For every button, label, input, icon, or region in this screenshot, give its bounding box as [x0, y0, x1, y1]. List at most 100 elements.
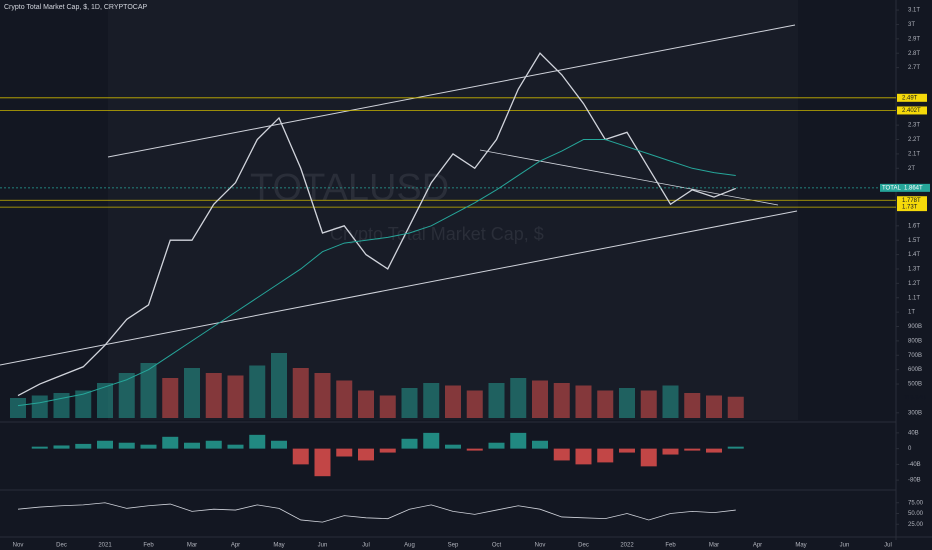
x-tick-label: Apr	[231, 543, 240, 549]
x-tick-label: Mar	[709, 543, 719, 549]
macd-bar	[53, 445, 70, 449]
macd-bar	[466, 448, 483, 451]
highlight-zone	[108, 0, 798, 420]
volume-bar	[532, 380, 548, 418]
x-tick-label: 2021	[98, 543, 112, 549]
volume-bar	[162, 378, 179, 418]
volume-bar	[662, 385, 679, 418]
y-tick-label: 700B	[908, 353, 922, 359]
volume-bar	[118, 373, 135, 418]
channel-line	[0, 210, 798, 366]
volume-bar	[466, 390, 483, 418]
last-price-tag	[880, 183, 930, 192]
y-tick-label: 1T	[908, 310, 915, 316]
y-tick-label: 1.5T	[908, 238, 920, 244]
volume-bar	[75, 390, 92, 418]
price-line	[17, 52, 736, 397]
y-tick-label: 2.1T	[908, 151, 920, 157]
x-tick-label: Nov	[13, 543, 24, 549]
x-tick-label: Dec	[56, 543, 67, 549]
x-tick-label: Mar	[187, 543, 197, 549]
x-tick-label: Jun	[840, 543, 850, 549]
volume-bar	[249, 365, 266, 418]
volume-bar	[10, 398, 26, 418]
macd-bar	[619, 448, 635, 453]
macd-bar	[706, 448, 722, 453]
level-tag	[897, 106, 927, 115]
y-tick-label: 1.3T	[908, 267, 920, 273]
y-tick-label: 2.9T	[908, 36, 920, 42]
macd-bar	[75, 443, 92, 449]
y-tick-label: 3.1T	[908, 8, 920, 14]
x-tick-label: Sep	[448, 543, 459, 549]
macd-bar	[184, 442, 200, 449]
level-tag	[897, 196, 927, 205]
macd-bar	[640, 448, 657, 467]
macd-bar	[271, 440, 287, 449]
macd-bar	[249, 434, 266, 449]
macd-bar	[140, 444, 157, 449]
level-label: 2.402T	[902, 108, 921, 114]
volume-bar	[292, 368, 309, 418]
x-tick-label: Jul	[362, 543, 370, 549]
level-tag	[897, 93, 927, 102]
volume-bar	[184, 368, 200, 418]
y-tick-label: 900B	[908, 324, 922, 330]
volume-label: 119.94B	[904, 396, 926, 402]
y-tick-label: 500B	[908, 382, 922, 388]
volume-bar	[31, 395, 48, 418]
volume-bar	[423, 383, 440, 418]
macd-bar	[292, 448, 309, 465]
volume-bar	[97, 383, 113, 418]
volume-bar	[553, 383, 570, 418]
macd-bar	[662, 448, 679, 455]
level-label: 1.73T	[902, 205, 918, 211]
macd-bar	[162, 436, 179, 449]
macd-bar	[532, 440, 548, 449]
triangle-line	[479, 149, 779, 206]
macd-bar	[684, 448, 701, 451]
x-tick-label: Oct	[492, 543, 502, 549]
macd-tick-label: -80B	[908, 478, 921, 484]
level-tag	[897, 203, 927, 212]
y-tick-label: 2T	[908, 166, 915, 172]
y-tick-label: 2.7T	[908, 65, 920, 71]
volume-bar	[706, 395, 722, 418]
y-tick-label: 1.2T	[908, 281, 920, 287]
chart-title: Crypto Total Market Cap, $, 1D, CRYPTOCA…	[4, 4, 147, 11]
y-tick-label: 1.1T	[908, 295, 920, 301]
volume-bar	[445, 385, 461, 418]
rsi-tick-label: 75.00	[908, 500, 924, 506]
macd-bar	[488, 442, 505, 449]
volume-bar	[379, 395, 396, 418]
macd-bar	[445, 444, 461, 449]
volume-bar	[271, 353, 287, 418]
volume-bar	[640, 390, 657, 418]
macd-bar	[423, 432, 440, 449]
y-tick-label: 1.4T	[908, 252, 920, 258]
level-label: 2.49T	[902, 95, 918, 101]
macd-bar	[358, 448, 374, 461]
macd-bar	[727, 446, 744, 449]
rsi-tick-label: 50.00	[908, 511, 924, 517]
channel-line	[107, 24, 796, 158]
macd-bar	[314, 448, 331, 477]
macd-bar	[118, 442, 135, 449]
macd-bar	[597, 448, 614, 463]
y-tick-label: 600B	[908, 367, 922, 373]
watermark-subtitle: Crypto Total Market Cap, $	[330, 224, 544, 244]
volume-bar	[53, 393, 70, 418]
macd-tick-label: 0	[908, 446, 912, 452]
y-tick-label: 2.2T	[908, 137, 920, 143]
x-tick-label: May	[273, 543, 284, 549]
x-tick-label: Dec	[578, 543, 589, 549]
rsi-tick-label: 25.00	[908, 522, 924, 528]
volume-bar	[619, 388, 635, 418]
macd-tick-label: -40B	[908, 462, 921, 468]
y-tick-label: 3T	[908, 22, 915, 28]
level-label: 1.778T	[902, 198, 921, 204]
macd-bar	[97, 440, 113, 449]
macd-bar	[401, 438, 418, 449]
volume-bar	[510, 378, 527, 418]
